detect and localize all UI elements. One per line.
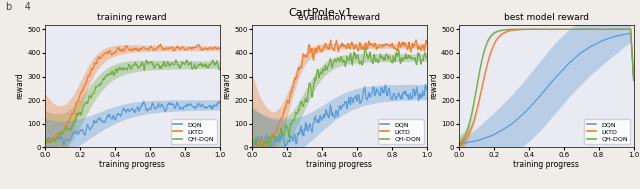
Text: b    4: b 4 xyxy=(6,2,31,12)
Text: CartPole-v1: CartPole-v1 xyxy=(288,8,352,18)
Title: training reward: training reward xyxy=(97,13,167,22)
Y-axis label: reward: reward xyxy=(429,73,438,99)
Title: best model reward: best model reward xyxy=(504,13,589,22)
Legend: DQN, LKTD, QH-DQN: DQN, LKTD, QH-DQN xyxy=(584,119,630,144)
Y-axis label: reward: reward xyxy=(15,73,24,99)
Legend: DQN, LKTD, QH-DQN: DQN, LKTD, QH-DQN xyxy=(378,119,424,144)
Title: evaluation reward: evaluation reward xyxy=(298,13,380,22)
X-axis label: training progress: training progress xyxy=(513,160,579,169)
Legend: DQN, LKTD, QH-DQN: DQN, LKTD, QH-DQN xyxy=(171,119,216,144)
Y-axis label: reward: reward xyxy=(222,73,231,99)
X-axis label: training progress: training progress xyxy=(307,160,372,169)
X-axis label: training progress: training progress xyxy=(99,160,165,169)
